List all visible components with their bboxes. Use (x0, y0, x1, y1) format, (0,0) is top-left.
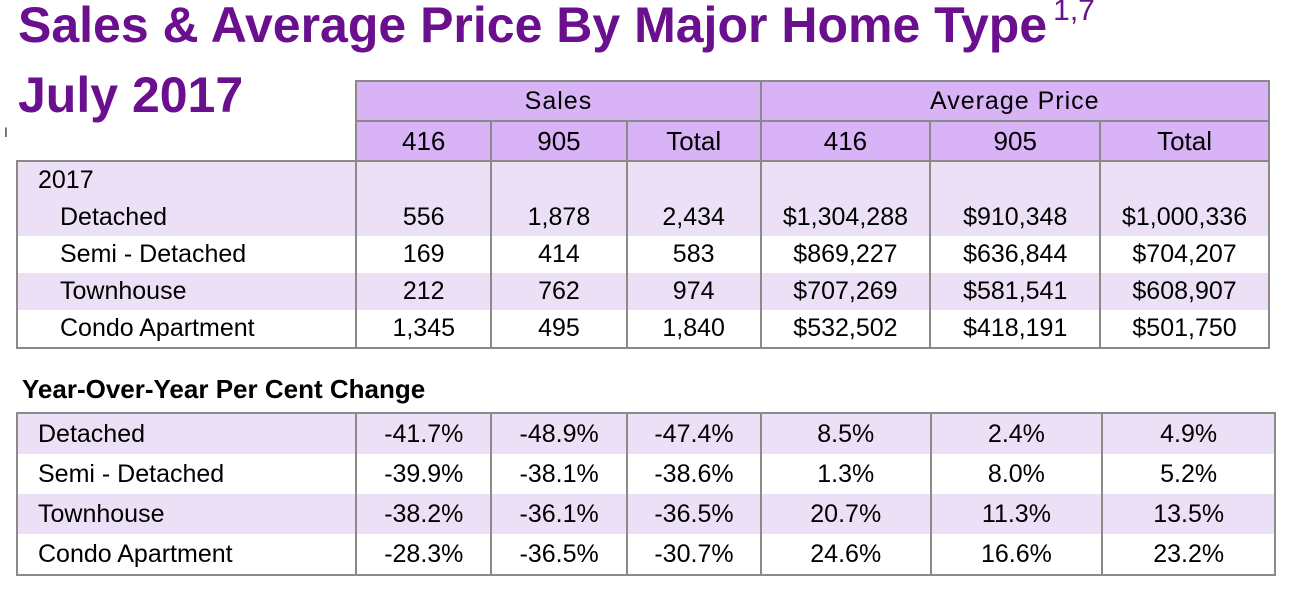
table-row: Detached 556 1,878 2,434 $1,304,288 $910… (15, 199, 1270, 236)
table-cell (490, 160, 628, 199)
row-label: Semi - Detached (15, 236, 358, 273)
average-price-group-header: Average Price (759, 80, 1271, 122)
table-cell: 495 (490, 310, 628, 349)
title-text: Sales & Average Price By Major Home Type (18, 0, 1048, 53)
table-cell (759, 160, 932, 199)
column-header: Total (625, 120, 762, 162)
sales-price-table: Sales Average Price 416 905 Total 416 90… (15, 80, 1271, 349)
table-cell: $704,207 (1099, 236, 1270, 273)
table-cell: 212 (355, 273, 493, 310)
table-cell: $636,844 (929, 236, 1102, 273)
table-cell: -48.9% (490, 412, 629, 454)
table-cell: 2,434 (625, 199, 762, 236)
table-cell: 1,345 (355, 310, 493, 349)
table-cell: -38.1% (490, 454, 629, 494)
table-row: Condo Apartment -28.3% -36.5% -30.7% 24.… (15, 534, 1276, 576)
table-row: Semi - Detached -39.9% -38.1% -38.6% 1.3… (15, 454, 1276, 494)
table-cell: -41.7% (355, 412, 493, 454)
table-cell: $869,227 (759, 236, 932, 273)
table-row: Townhouse 212 762 974 $707,269 $581,541 … (15, 273, 1270, 310)
table-cell (929, 160, 1102, 199)
table-cell: -36.5% (626, 494, 762, 534)
table-cell: -30.7% (626, 534, 762, 576)
table-cell: 2.4% (929, 412, 1104, 454)
table-row: Detached -41.7% -48.9% -47.4% 8.5% 2.4% … (15, 412, 1276, 454)
table-cell: 556 (355, 199, 493, 236)
table-cell: 13.5% (1101, 494, 1276, 534)
table-cell: $910,348 (929, 199, 1102, 236)
table-cell: $501,750 (1099, 310, 1270, 349)
table-cell: $1,000,336 (1099, 199, 1270, 236)
table-cell: 23.2% (1101, 534, 1276, 576)
table-cell: -38.2% (355, 494, 493, 534)
text-cursor-icon: I (4, 124, 8, 140)
year-label: 2017 (15, 160, 358, 199)
table-cell: $608,907 (1099, 273, 1270, 310)
year-row: 2017 (15, 160, 1270, 199)
column-header: Total (1099, 120, 1270, 162)
table-cell: 414 (490, 236, 628, 273)
column-header: 905 (490, 120, 628, 162)
table-cell: 8.0% (929, 454, 1104, 494)
blank-header-cell (17, 121, 356, 161)
table-cell: 169 (355, 236, 493, 273)
table-cell: 5.2% (1101, 454, 1276, 494)
table-cell: $1,304,288 (759, 199, 932, 236)
title-footnote: 1,7 (1053, 0, 1095, 27)
table-cell: $532,502 (759, 310, 932, 349)
table-cell: 1,878 (490, 199, 628, 236)
row-label: Semi - Detached (15, 454, 358, 494)
table-cell (1099, 160, 1270, 199)
row-label: Detached (15, 412, 358, 454)
yoy-change-table: Detached -41.7% -48.9% -47.4% 8.5% 2.4% … (15, 412, 1276, 576)
table-row: Townhouse -38.2% -36.1% -36.5% 20.7% 11.… (15, 494, 1276, 534)
table-cell: 8.5% (759, 412, 932, 454)
table-cell: -47.4% (626, 412, 762, 454)
table-cell: 1,840 (625, 310, 762, 349)
table-cell (625, 160, 762, 199)
table-cell: 4.9% (1101, 412, 1276, 454)
row-label: Condo Apartment (15, 534, 358, 576)
table-cell: -36.5% (490, 534, 629, 576)
sales-group-header: Sales (355, 80, 762, 122)
table-cell: 20.7% (759, 494, 932, 534)
sub-header-row: 416 905 Total 416 905 Total (17, 120, 1270, 162)
table-row: Condo Apartment 1,345 495 1,840 $532,502… (15, 310, 1270, 349)
table-cell: -38.6% (626, 454, 762, 494)
table-cell: 16.6% (929, 534, 1104, 576)
group-header-row: Sales Average Price (17, 80, 1271, 122)
row-label: Townhouse (15, 273, 358, 310)
table-cell: 24.6% (759, 534, 932, 576)
table-cell: $707,269 (759, 273, 932, 310)
row-label: Detached (15, 199, 358, 236)
column-header: 416 (355, 120, 493, 162)
table-cell: 11.3% (929, 494, 1104, 534)
column-header: 416 (759, 120, 932, 162)
page-title: Sales & Average Price By Major Home Type… (18, 0, 1095, 54)
yoy-heading: Year-Over-Year Per Cent Change (22, 374, 426, 404)
table-cell: 974 (625, 273, 762, 310)
table-cell: 583 (625, 236, 762, 273)
row-label: Townhouse (15, 494, 358, 534)
table-cell: -36.1% (490, 494, 629, 534)
table-cell: 762 (490, 273, 628, 310)
column-header: 905 (929, 120, 1102, 162)
table-cell: $418,191 (929, 310, 1102, 349)
row-label: Condo Apartment (15, 310, 358, 349)
table-cell: 1.3% (759, 454, 932, 494)
page-subtitle: July 2017 (18, 67, 244, 123)
blank-header-cell (17, 81, 356, 121)
table-cell: $581,541 (929, 273, 1102, 310)
table-row: Semi - Detached 169 414 583 $869,227 $63… (15, 236, 1270, 273)
table-cell: -39.9% (355, 454, 493, 494)
table-cell (355, 160, 493, 199)
table-cell: -28.3% (355, 534, 493, 576)
